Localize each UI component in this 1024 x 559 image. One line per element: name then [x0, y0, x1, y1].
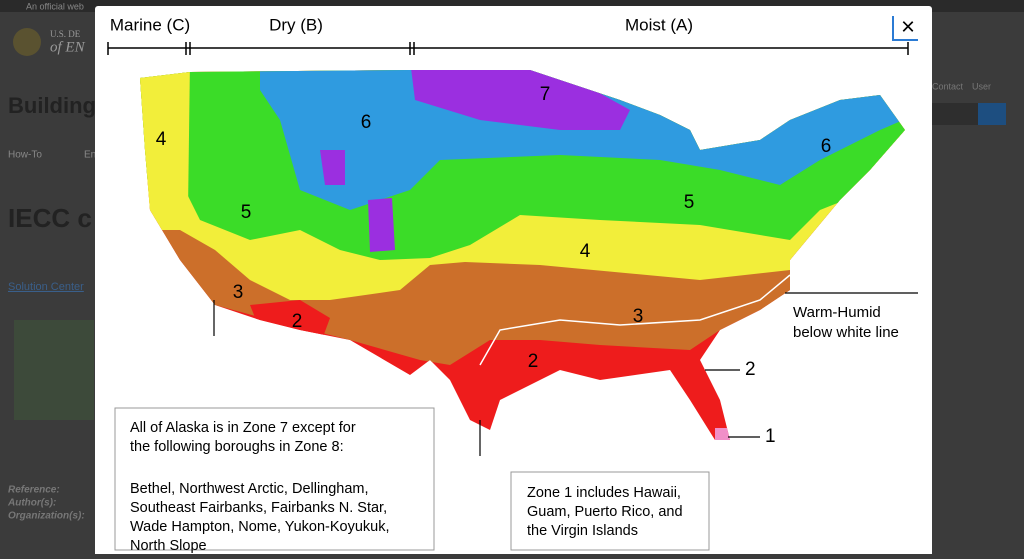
zone-label: 6	[821, 136, 832, 157]
callout-zone: 2	[745, 359, 756, 380]
note-line: the Virgin Islands	[527, 523, 638, 539]
region-ticks	[107, 42, 909, 55]
meta-label: Organization(s):	[8, 511, 85, 522]
alaska-note-box	[114, 407, 435, 551]
breadcrumb[interactable]: Solution Center	[8, 281, 84, 293]
zone-label: 5	[241, 202, 252, 223]
region-label: Marine (C)	[110, 15, 190, 34]
alaska-note: All of Alaska is in Zone 7 except for the…	[130, 420, 390, 554]
zone-label: 4	[156, 129, 167, 150]
zone-label: 7	[540, 84, 551, 105]
banner-text: An official web	[26, 1, 84, 11]
top-link[interactable]: User	[972, 81, 991, 91]
zone-labels: 7 6 6 4 5 5 4 3 2 3 2	[156, 84, 832, 372]
top-link[interactable]: Contact	[932, 81, 964, 91]
close-focus	[892, 16, 918, 41]
note-line: the following boroughs in Zone 8:	[130, 439, 344, 455]
callout-text: Warm-Humid	[793, 304, 881, 321]
logo-top: U.S. DE	[50, 29, 81, 39]
meta-label: Author(s):	[7, 498, 56, 509]
search-button[interactable]	[978, 103, 1006, 125]
site-title: Building	[8, 93, 96, 118]
note-line: Zone 1 includes Hawaii,	[527, 485, 681, 501]
zone1-note-box	[510, 471, 710, 551]
zone-label: 4	[580, 241, 591, 262]
zone1-note: Zone 1 includes Hawaii, Guam, Puerto Rico…	[527, 485, 683, 539]
region-label: Dry (B)	[269, 15, 323, 34]
nav-link[interactable]: En	[84, 150, 96, 161]
note-line: Guam, Puerto Rico, and	[527, 504, 683, 520]
callout-lines	[213, 292, 918, 456]
doe-seal	[13, 28, 41, 56]
search-input[interactable]	[932, 103, 978, 125]
page-title: IECC c	[8, 203, 92, 233]
zone-label: 5	[684, 192, 695, 213]
meta-label: Reference:	[8, 485, 60, 496]
callout-text: below white line	[793, 324, 899, 341]
note-line: Wade Hampton, Nome, Yukon-Koyukuk,	[130, 519, 390, 535]
nav-link[interactable]: How-To	[8, 150, 42, 161]
note-line: All of Alaska is in Zone 7 except for	[130, 420, 356, 436]
thumbnail	[14, 320, 94, 420]
zone-label: 6	[361, 112, 372, 133]
note-line: Bethel, Northwest Arctic, Dellingham,	[130, 481, 369, 497]
logo-bottom: of EN	[50, 39, 86, 55]
zone-label: 3	[233, 282, 244, 303]
zone-label: 3	[633, 306, 644, 327]
callout-zone: 1	[765, 426, 776, 447]
zone-label: 2	[292, 311, 303, 332]
note-line: Southeast Fairbanks, Fairbanks N. Star,	[130, 500, 387, 516]
close-button[interactable]: ×	[901, 13, 915, 40]
region-label: Moist (A)	[625, 15, 693, 34]
note-line: North Slope	[130, 538, 207, 554]
zone-label: 2	[528, 351, 539, 372]
